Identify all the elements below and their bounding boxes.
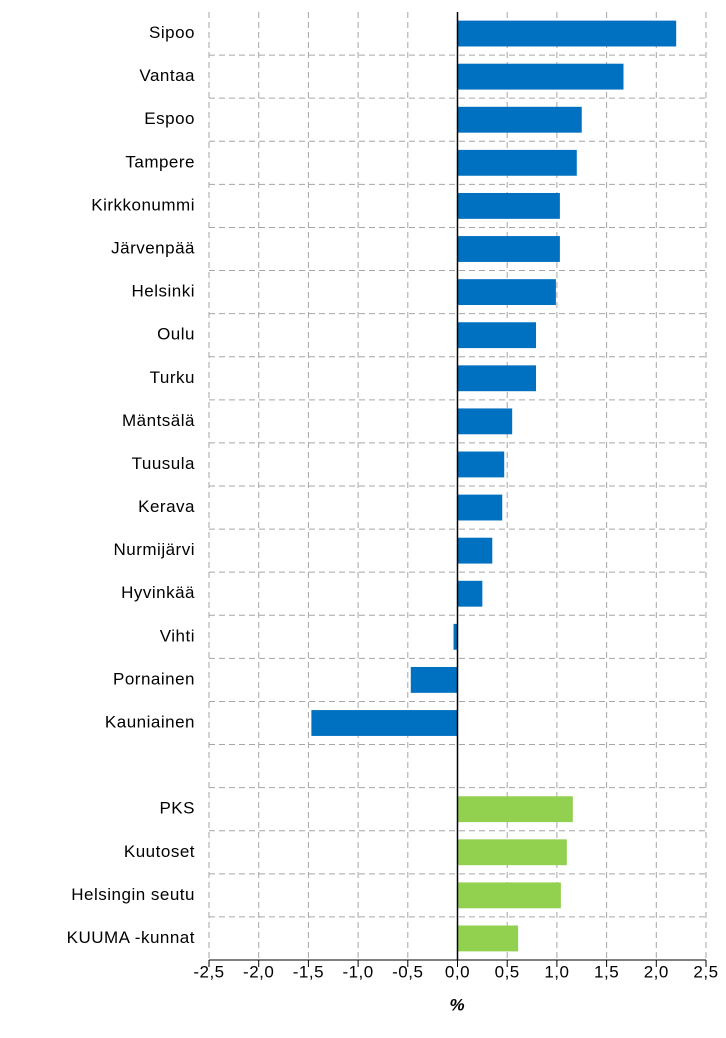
x-tick-label: 0,0	[445, 962, 470, 981]
bar	[457, 839, 567, 866]
y-tick-label: Oulu	[157, 325, 195, 344]
y-tick-label: Pornainen	[113, 669, 195, 688]
bar	[457, 20, 677, 47]
y-tick-label: Hyvinkää	[121, 583, 195, 602]
y-tick-label: Kerava	[138, 497, 195, 516]
bar	[457, 365, 537, 392]
bar	[457, 322, 537, 349]
y-tick-label: Vantaa	[139, 66, 195, 85]
y-tick-label: Nurmijärvi	[114, 540, 196, 559]
x-tick-label: -2,5	[193, 962, 224, 981]
y-tick-label: Kirkkonummi	[91, 195, 195, 214]
bar	[311, 710, 458, 736]
x-tick-label: -1,5	[293, 962, 324, 981]
y-tick-label: Tampere	[125, 152, 195, 171]
bar	[410, 666, 458, 693]
bar	[457, 236, 560, 262]
bar	[457, 580, 483, 607]
y-tick-label: Helsinki	[131, 282, 195, 301]
x-tick-label: 1,0	[544, 962, 569, 981]
y-tick-label: Espoo	[144, 109, 195, 128]
bar	[457, 494, 503, 521]
y-tick-label: Järvenpää	[111, 238, 195, 257]
x-tick-label: 2,0	[644, 962, 669, 981]
y-tick-label: Tuusula	[132, 454, 195, 473]
x-tick-label: -1,0	[342, 962, 373, 981]
y-tick-label: Mäntsälä	[122, 411, 195, 430]
x-tick-label: 2,5	[693, 962, 718, 981]
y-tick-label: Kuutoset	[124, 842, 195, 861]
x-axis-label: %	[449, 995, 464, 1014]
y-tick-label: Vihti	[160, 626, 195, 645]
y-tick-label: Sipoo	[149, 23, 195, 42]
bar	[457, 882, 561, 909]
bar	[453, 623, 458, 650]
x-tick-label: -2,0	[243, 962, 274, 981]
y-tick-label: KUUMA -kunnat	[67, 928, 195, 947]
bar	[457, 925, 519, 952]
x-tick-label: -0,5	[392, 962, 423, 981]
bar	[457, 279, 556, 306]
bar	[457, 796, 573, 823]
y-tick-label: PKS	[159, 799, 195, 818]
y-tick-label: Turku	[150, 368, 195, 387]
y-tick-label: Kauniainen	[105, 712, 195, 731]
bar	[457, 106, 582, 133]
bar	[457, 63, 624, 90]
x-tick-label: 1,5	[594, 962, 619, 981]
x-tick-label: 0,5	[495, 962, 520, 981]
bar	[457, 537, 493, 564]
bar	[457, 149, 577, 176]
y-tick-label: Helsingin seutu	[71, 885, 195, 904]
bar	[457, 192, 560, 219]
bar	[457, 451, 505, 478]
bar	[457, 408, 513, 435]
